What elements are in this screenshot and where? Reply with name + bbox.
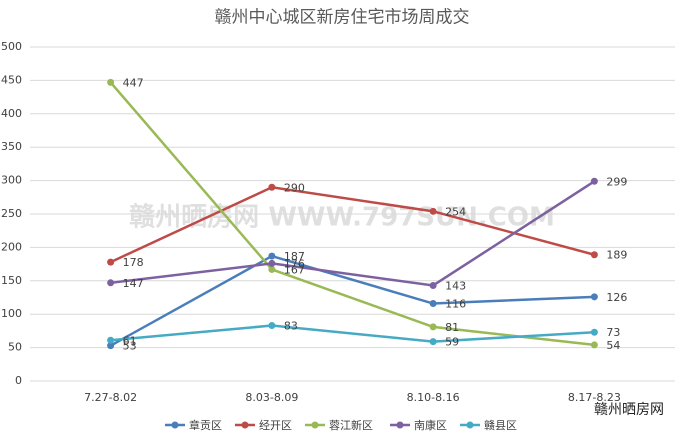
- point: [107, 342, 115, 350]
- y-tick-label: 300: [1, 174, 22, 187]
- y-tick-label: 100: [1, 307, 22, 320]
- series-line: [110, 254, 595, 347]
- data-label: 254: [445, 205, 466, 218]
- data-label: 299: [606, 175, 627, 188]
- point: [107, 258, 115, 266]
- y-tick-label: 200: [1, 240, 22, 253]
- watermark: 赣州晒房网 WWW.797SUN.COM: [129, 202, 555, 233]
- data-label: 447: [123, 76, 144, 89]
- point: [590, 328, 598, 336]
- series-line: [110, 324, 595, 343]
- point: [107, 279, 115, 287]
- data-label: 73: [606, 326, 620, 339]
- data-label: 143: [445, 279, 466, 292]
- legend-marker: [311, 421, 319, 429]
- data-label: 53: [123, 340, 137, 353]
- point: [268, 183, 276, 191]
- point: [268, 265, 276, 273]
- data-label: 116: [445, 298, 466, 311]
- data-label: 126: [606, 291, 627, 304]
- point: [107, 336, 115, 344]
- legend-marker: [241, 421, 249, 429]
- legend-marker: [396, 421, 404, 429]
- point: [268, 259, 276, 267]
- data-label: 83: [284, 320, 298, 333]
- legend-label: 章贡区: [189, 418, 222, 432]
- x-tick-label: 7.27-8.02: [84, 391, 137, 404]
- point: [429, 207, 437, 215]
- data-label: 61: [123, 334, 137, 347]
- data-label: 290: [284, 181, 305, 194]
- y-tick-label: 450: [1, 73, 22, 86]
- x-tick-label: 8.17-8.23: [568, 391, 621, 404]
- legend-label: 南康区: [414, 418, 447, 432]
- brand: 赣州晒房网: [594, 402, 664, 418]
- data-label: 176: [284, 257, 305, 270]
- point: [590, 177, 598, 185]
- point: [268, 252, 276, 260]
- point: [107, 78, 115, 86]
- data-label: 147: [123, 277, 144, 290]
- point: [429, 300, 437, 308]
- point: [268, 322, 276, 330]
- chart-title: 赣州中心城区新房住宅市场周成交: [215, 8, 470, 28]
- legend-label: 经开区: [259, 419, 292, 432]
- data-label: 59: [445, 336, 459, 349]
- data-label: 187: [284, 250, 305, 263]
- point: [590, 341, 598, 349]
- data-label: 81: [445, 321, 459, 334]
- data-label: 167: [284, 263, 305, 276]
- y-tick-label: 400: [1, 107, 22, 120]
- y-tick-label: 0: [15, 374, 22, 387]
- point: [429, 338, 437, 346]
- legend-marker: [466, 421, 474, 429]
- data-label: 54: [606, 339, 620, 352]
- y-tick-label: 150: [1, 274, 22, 287]
- data-label: 189: [606, 249, 627, 262]
- y-tick-label: 250: [1, 207, 22, 220]
- legend-marker: [171, 421, 179, 429]
- data-label: 178: [123, 256, 144, 269]
- legend-label: 赣县区: [484, 418, 517, 432]
- y-tick-label: 500: [1, 40, 22, 53]
- series-line: [110, 180, 596, 287]
- x-tick-label: 8.03-8.09: [245, 391, 298, 404]
- x-tick-label: 8.10-8.16: [407, 391, 460, 404]
- point: [429, 323, 437, 331]
- point: [429, 281, 437, 289]
- point: [590, 293, 598, 301]
- point: [590, 251, 598, 259]
- y-tick-label: 50: [8, 341, 22, 354]
- legend-label: 蓉江新区: [329, 418, 373, 432]
- y-tick-label: 350: [1, 140, 22, 153]
